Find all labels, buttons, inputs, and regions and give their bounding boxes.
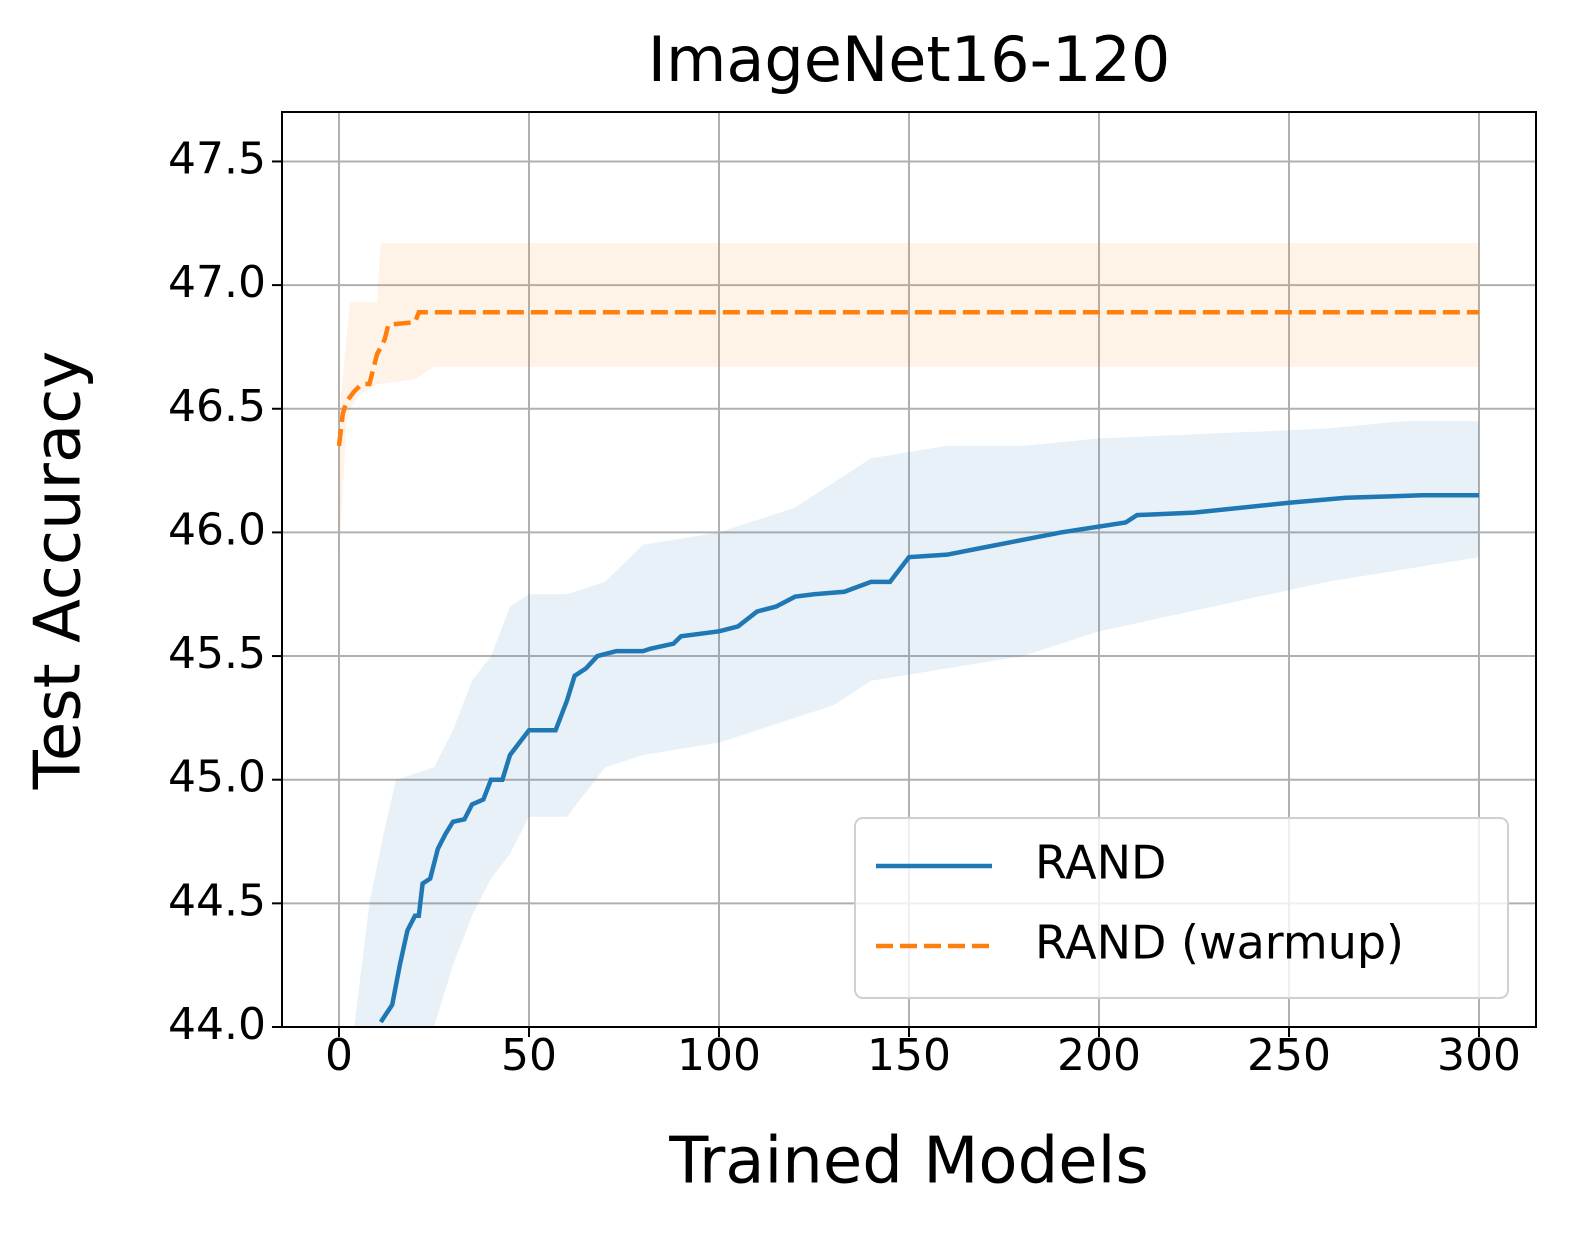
y-tick-label: 46.5 [168,381,266,432]
x-tick-label: 300 [1437,1030,1521,1081]
chart-title: ImageNet16-120 [648,23,1171,96]
plot-area [336,243,1479,1027]
y-tick-label: 47.5 [168,133,266,184]
y-tick-label: 46.0 [168,504,266,555]
y-tick-label: 45.5 [168,628,266,679]
axes-frame [281,111,1537,1028]
x-tick-label: 200 [1057,1030,1141,1081]
x-tick-label: 250 [1247,1030,1331,1081]
legend-label: RAND [1035,836,1166,890]
confidence-band [339,243,1479,558]
x-tick-label: 0 [325,1030,353,1081]
y-tick-label: 47.0 [168,257,266,308]
x-axis-label: Trained Models [668,1125,1148,1199]
x-tick-label: 150 [867,1030,951,1081]
y-tick-label: 44.5 [168,875,266,926]
y-tick-label: 44.0 [168,999,266,1050]
confidence-band [354,421,1479,1027]
legend-box [854,817,1509,999]
legend-label: RAND (warmup) [1035,916,1404,970]
y-tick-label: 45.0 [168,752,266,803]
x-tick-label: 50 [501,1030,557,1081]
line [378,493,1479,1024]
legend: RAND RAND (warmup) [854,817,1509,999]
x-tick-label: 100 [677,1030,761,1081]
y-axis-label: Test Accuracy [22,351,96,791]
